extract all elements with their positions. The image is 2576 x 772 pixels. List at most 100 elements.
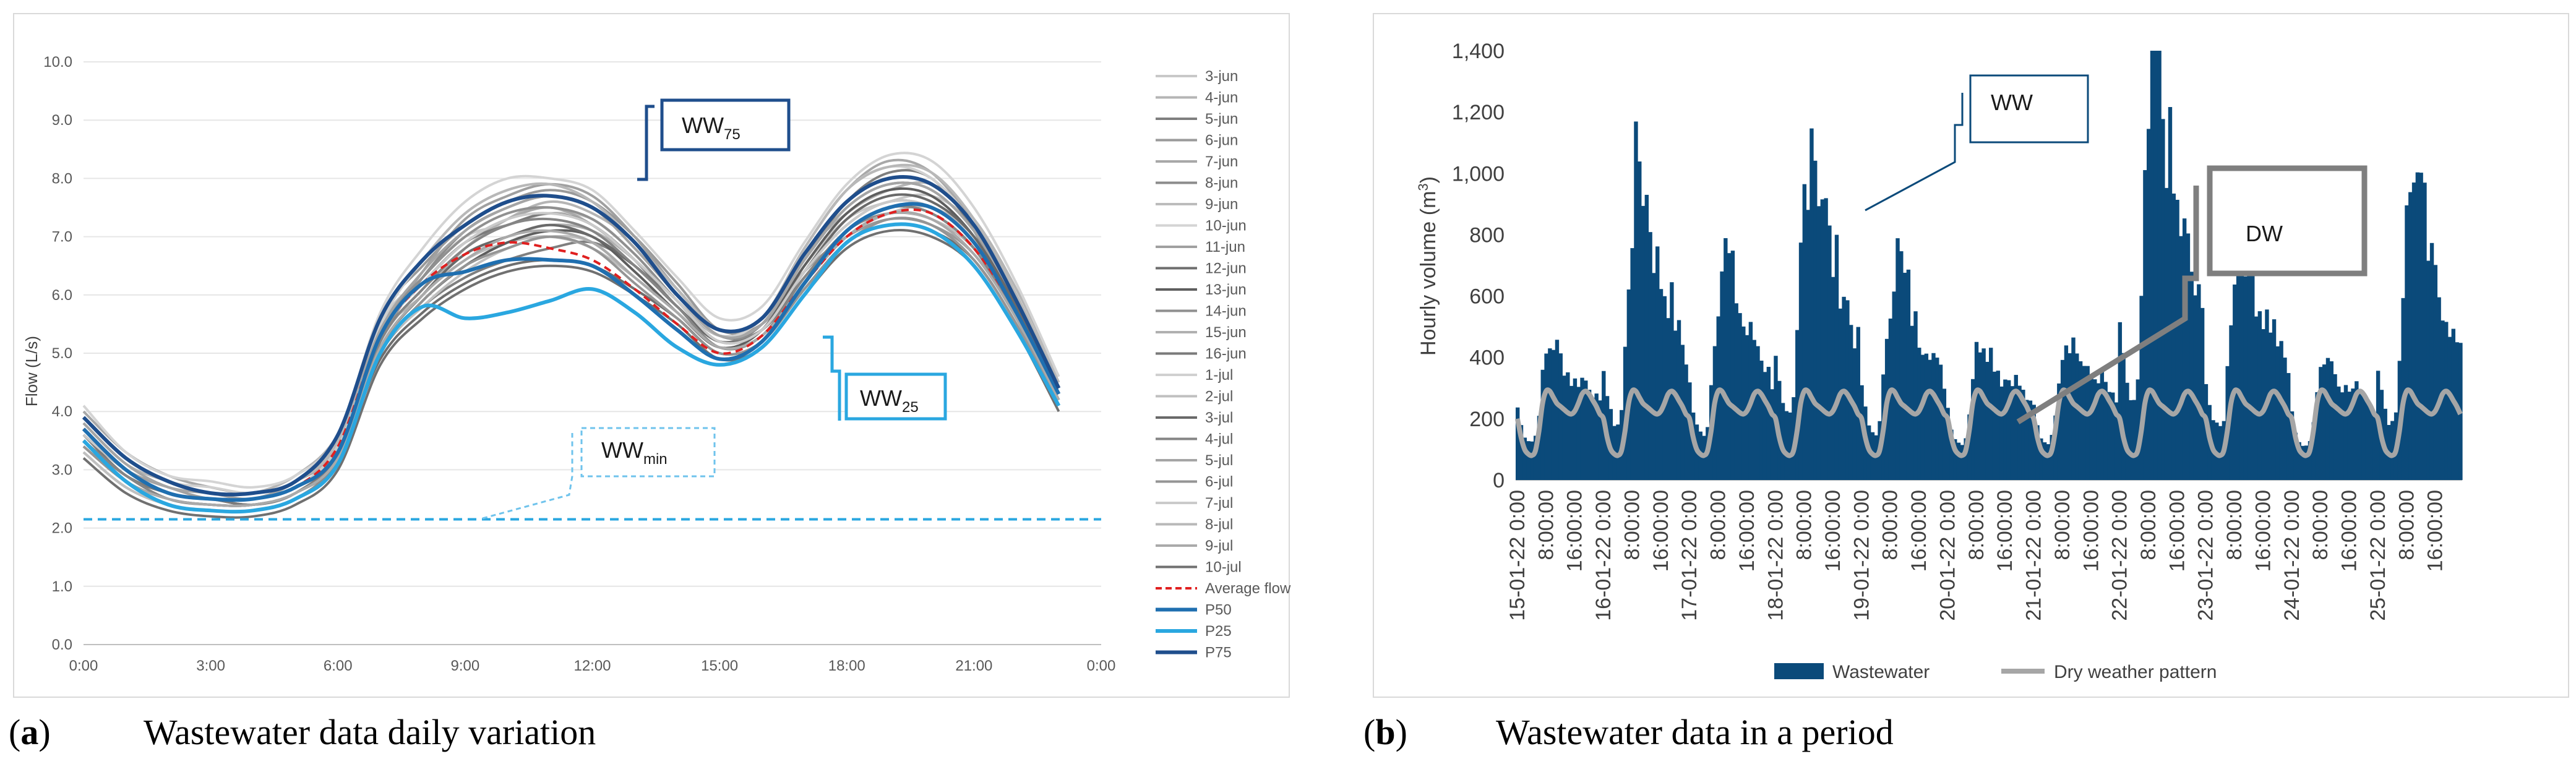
wastewater-bar [2039,438,2043,480]
wastewater-bar [2243,276,2248,480]
wastewater-bar [2236,232,2241,480]
wastewater-bar [1626,289,1631,480]
x-tick-label: 8:00:00 [2395,490,2418,560]
wastewater-bar [2028,400,2033,480]
callout-ww-text: WW [1991,90,2033,115]
legend-label: 2-jul [1205,388,1233,405]
wastewater-bar [1555,340,1560,480]
wastewater-bar [1562,375,1566,480]
wastewater-bar [1762,372,1767,480]
x-tick-label: 21:00 [955,658,992,674]
panel-b-dry-weather-line [1514,387,2463,458]
wastewater-bar [2067,353,2072,480]
chart-panel-b: 0 200 400 600 800 1,000 1,200 1,400 15-01-22 0:… [1373,13,2569,698]
caption-b-text: Wastewater data in a period [1496,712,1894,752]
wastewater-bar [2114,402,2119,480]
wastewater-bar [2301,445,2305,480]
wastewater-bar [2089,377,2093,480]
callout-wwmin: WWmin [482,427,716,520]
wastewater-bar [2415,172,2420,480]
y-tick-label: 1,400 [1452,40,1505,63]
wastewater-bar [2075,353,2079,480]
wastewater-bar [2325,358,2330,480]
wastewater-bar [2319,367,2323,480]
wastewater-bar [2035,425,2040,480]
wastewater-bar [2046,444,2051,480]
wastewater-bar [2050,435,2054,480]
y-tick-label: 400 [1469,346,1505,370]
wastewater-bar [2358,393,2363,480]
legend-label: 12-jun [1205,260,1247,277]
wastewater-bar [2329,361,2333,480]
wastewater-bar [1727,253,1732,480]
x-tick-label: 16:00:00 [2338,490,2361,572]
wastewater-bar [2136,379,2140,480]
wastewater-bar [2272,319,2277,480]
wastewater-bar [2361,394,2366,480]
wastewater-bar [2193,295,2197,480]
x-tick-label: 6:00 [324,658,353,674]
x-tick-label: 15-01-22 0:00 [1506,490,1529,621]
panel-b-legend: Wastewater Dry weather pattern [1774,662,2217,682]
wastewater-bar [1684,364,1688,480]
wastewater-bar [2401,298,2405,480]
legend-label: 16-jun [1205,346,1247,362]
wastewater-bar [2286,373,2291,480]
wastewater-bar [1960,445,1965,480]
legend-label: 4-jul [1205,431,1233,448]
x-tick-label: 17-01-22 0:00 [1678,490,1701,621]
wastewater-bar [1888,318,1893,480]
wastewater-bar [1913,311,1918,480]
wastewater-bar [1931,353,1936,480]
wastewater-bar [2257,311,2262,480]
legend-label: P75 [1205,645,1232,661]
wastewater-bar [2365,402,2369,480]
wastewater-bar [1544,353,1548,480]
wastewater-bar [1974,341,1979,480]
x-tick-label: 8:00:00 [1965,490,1988,560]
x-tick-label: 22-01-22 0:00 [2108,490,2132,621]
y-tick-label: 1,000 [1452,162,1505,186]
wastewater-bar [1634,121,1638,480]
legend-label: P25 [1205,623,1232,640]
wastewater-bar [1824,198,1828,480]
wastewater-bar [1784,411,1789,480]
wastewater-bar [1734,303,1738,480]
callout-wwmin-leader [482,433,573,520]
x-tick-label: 18-01-22 0:00 [1764,490,1787,621]
x-tick-label: 8:00:00 [2137,490,2160,560]
legend-label-wastewater: Wastewater [1832,662,1930,682]
panel-a-summary-lines [82,174,1061,514]
x-tick-label: 16:00:00 [1735,490,1759,572]
wastewater-bar [1953,439,1957,480]
wastewater-bar [2129,400,2133,480]
y-tick-label: 5.0 [52,345,72,362]
x-tick-label: 20-01-22 0:00 [1936,490,1959,621]
wastewater-bar [1548,348,1552,480]
wastewater-bar [1537,416,1542,480]
wastewater-bar [2096,383,2101,480]
wastewater-bar [2423,182,2427,480]
x-tick-label: 16:00:00 [1993,490,2017,572]
wastewater-bar [1928,359,1932,480]
wastewater-bar [2064,345,2069,480]
panel-a-frame [13,13,1290,698]
wastewater-bar [2343,385,2348,480]
wastewater-bar [1756,346,1760,480]
x-tick-label: 16:00:00 [2251,490,2275,572]
wastewater-bar [2085,366,2090,480]
callout-ww25-leader [823,335,841,421]
x-tick-label: 16:00:00 [1821,490,1845,572]
y-tick-label: 7.0 [52,229,72,246]
wastewater-bar [2042,442,2047,480]
wastewater-bar [2411,182,2416,480]
wastewater-bar [2405,205,2409,480]
wastewater-bar [2093,379,2097,480]
wastewater-bar [2164,187,2169,480]
y-tick-label: 1,200 [1452,101,1505,124]
x-tick-label: 24-01-22 0:00 [2280,490,2304,621]
wastewater-bar [1920,354,1925,480]
caption-a: (a) Wastewater data daily variation [9,712,596,752]
wastewater-bar [1533,435,1538,480]
panel-a-gridlines [84,61,1101,645]
